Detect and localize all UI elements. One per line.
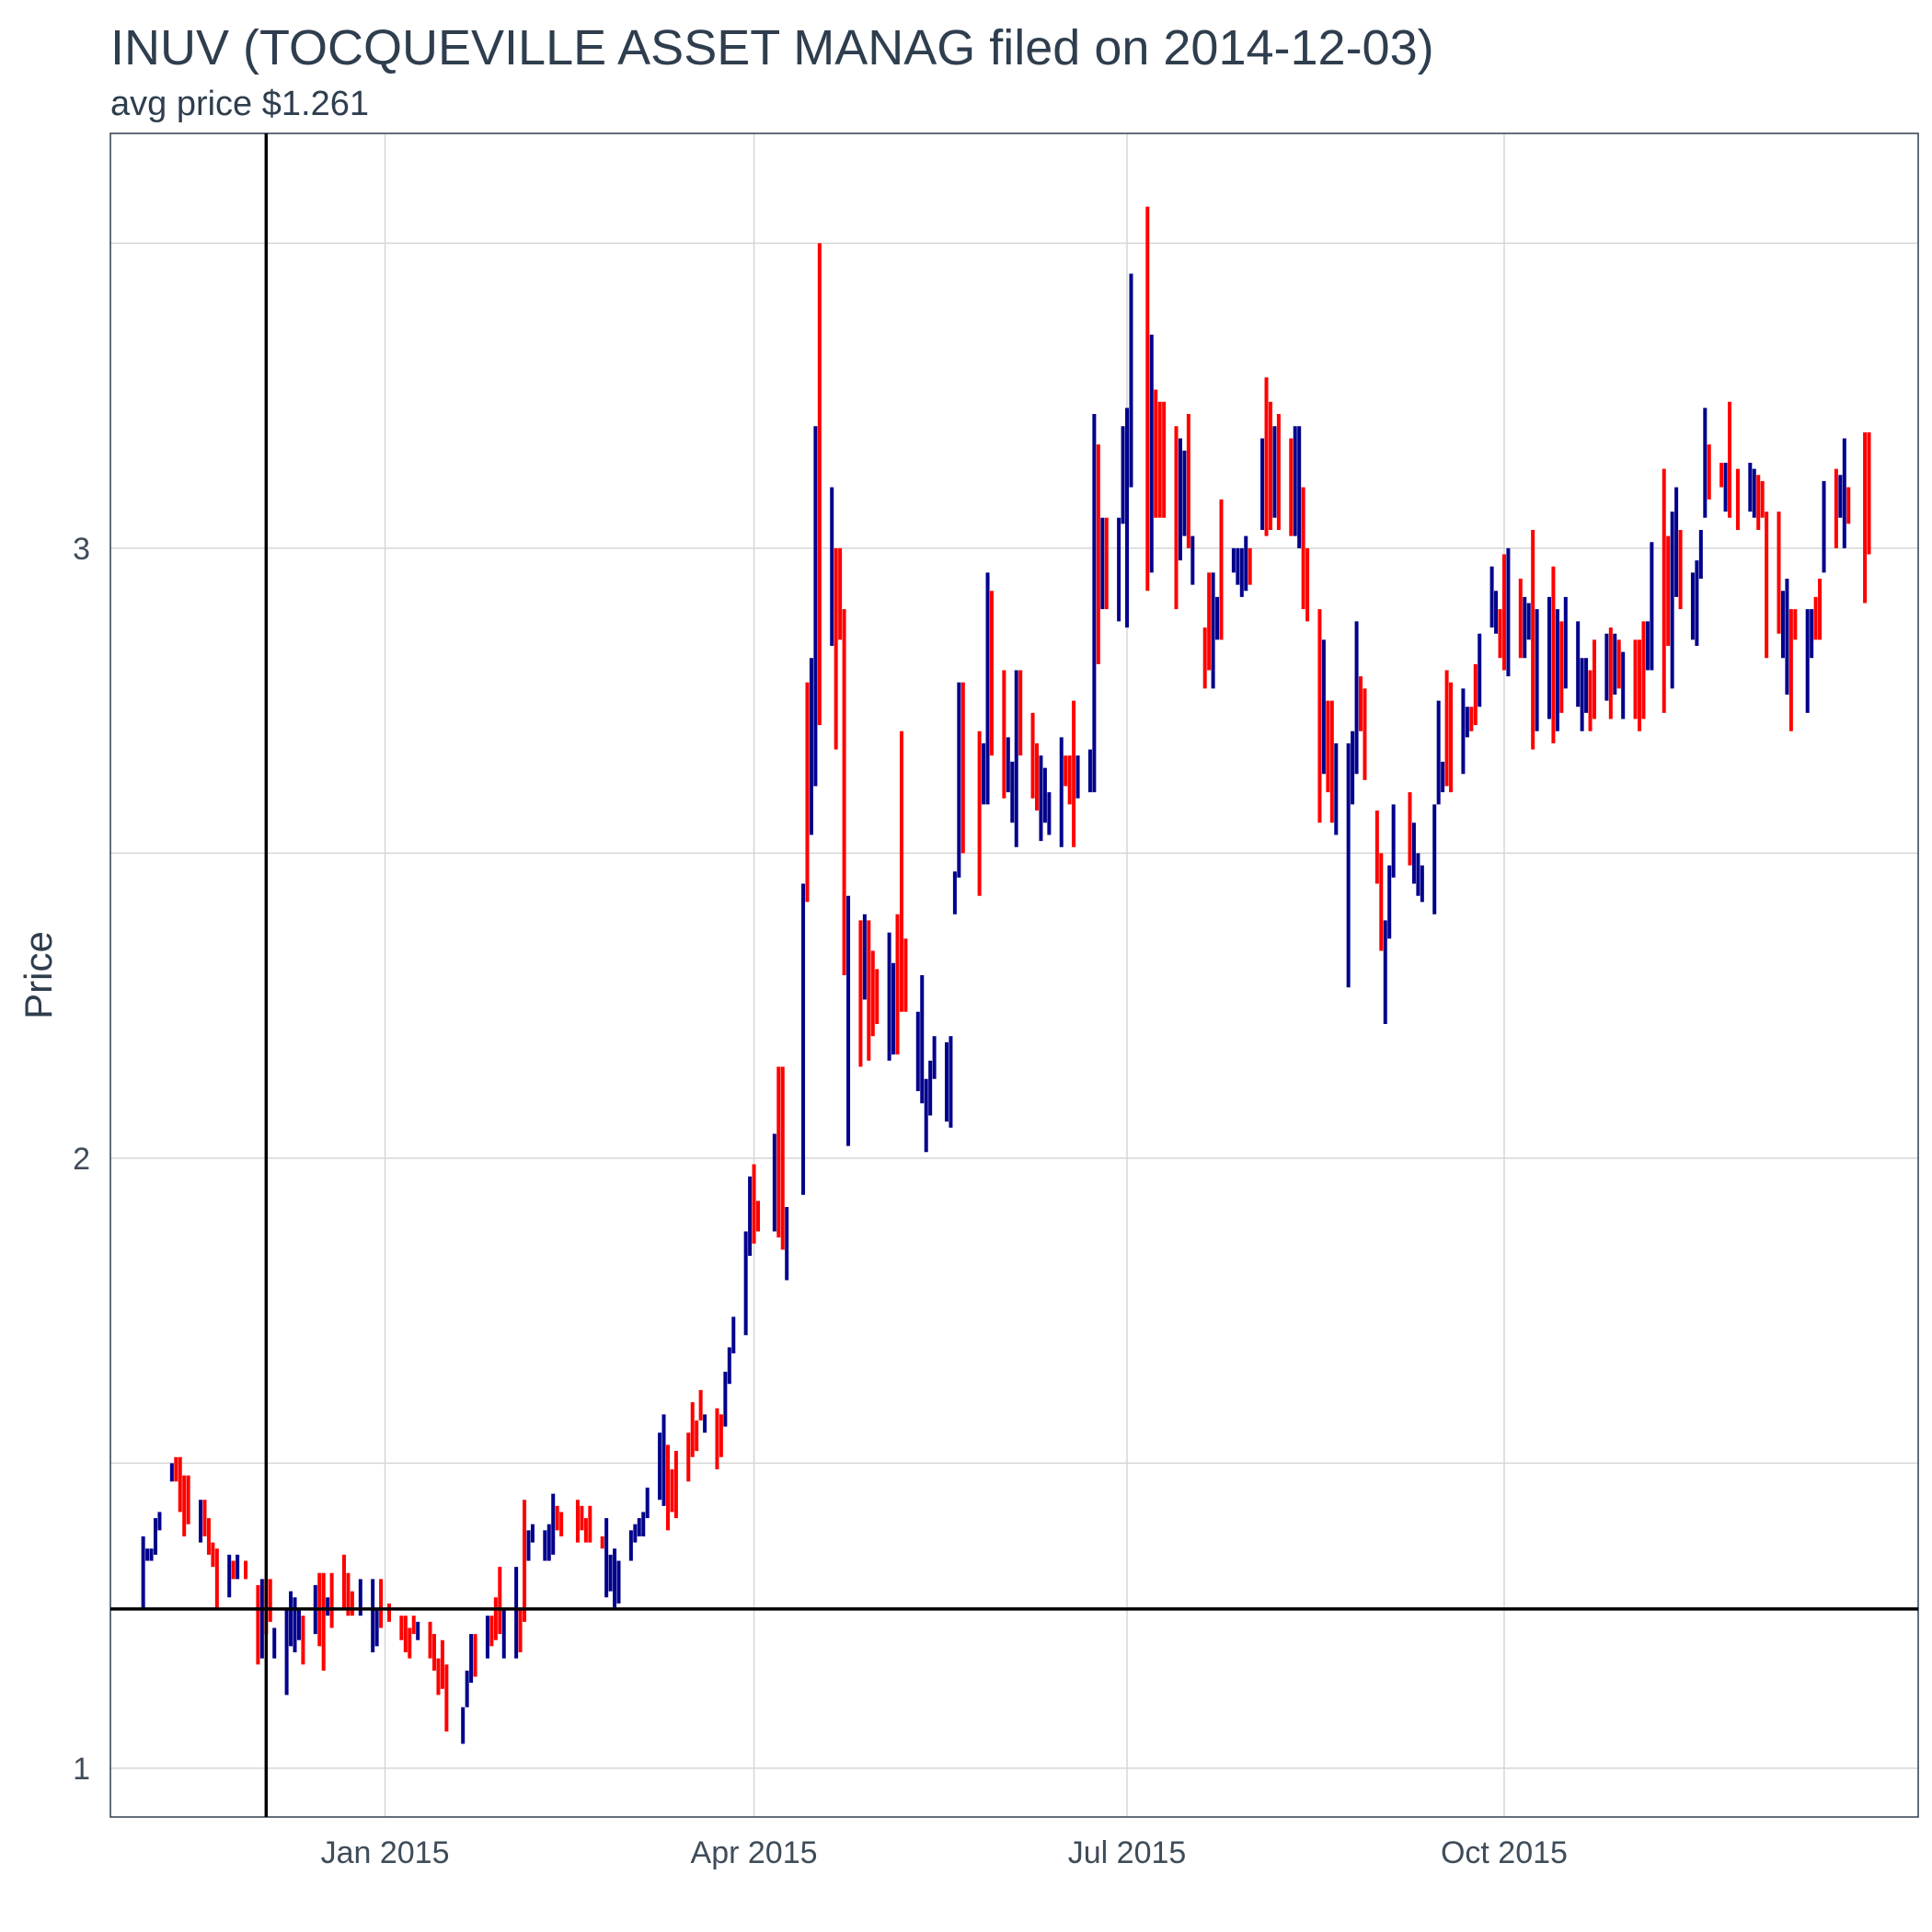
y-tick-label: 2 (73, 1142, 90, 1177)
y-tick-label: 3 (73, 532, 90, 567)
y-axis-tick-labels: 1 2 3 (73, 532, 90, 1787)
reference-lines (110, 133, 1918, 1817)
x-tick-label: Apr 2015 (691, 1835, 818, 1870)
x-tick-label: Jan 2015 (321, 1835, 450, 1870)
y-tick-label: 1 (73, 1752, 90, 1787)
x-axis-tick-labels: Jan 2015 Apr 2015 Jul 2015 Oct 2015 (321, 1835, 1568, 1870)
plot-panel-border (109, 132, 1919, 1818)
grid-lines (110, 133, 1918, 1817)
ohlc-bars (141, 206, 1871, 1744)
chart-subtitle: avg price $1.261 (110, 85, 369, 123)
chart-title: INUV (TOCQUEVILLE ASSET MANAG filed on 2… (110, 20, 1434, 75)
y-axis-title: Price (17, 931, 60, 1019)
x-tick-label: Jul 2015 (1068, 1835, 1187, 1870)
x-tick-label: Oct 2015 (1441, 1835, 1568, 1870)
